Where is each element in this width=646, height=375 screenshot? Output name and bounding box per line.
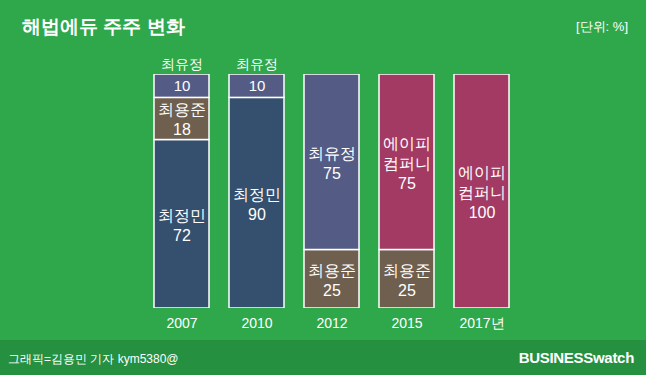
svg-text:2012: 2012 (316, 315, 347, 331)
svg-text:최유정75: 최유정75 (308, 145, 356, 182)
html-text:[단위: %]: [단위: %] (576, 19, 628, 34)
html-text:그래픽=김용민 기자 kym5380@: 그래픽=김용민 기자 kym5380@ (8, 352, 179, 366)
svg-text:최유정: 최유정 (161, 56, 203, 72)
svg-text:최정민72: 최정민72 (158, 207, 206, 244)
svg-text:최용준25: 최용준25 (308, 262, 356, 299)
svg-text:에이피컴퍼니100: 에이피컴퍼니100 (458, 164, 506, 221)
svg-text:10: 10 (249, 77, 266, 94)
svg-text:10: 10 (174, 77, 191, 94)
svg-text:2007: 2007 (166, 315, 197, 331)
html-text:BUSINESSwatch: BUSINESSwatch (518, 349, 634, 366)
svg-text:최정민90: 최정민90 (233, 186, 281, 223)
svg-text:에이피컴퍼니75: 에이피컴퍼니75 (383, 135, 431, 192)
html-text:해법에듀 주주 변화: 해법에듀 주주 변화 (22, 16, 185, 37)
svg-text:최유정: 최유정 (236, 56, 278, 72)
svg-text:최용준18: 최용준18 (158, 101, 206, 138)
svg-text:2017년: 2017년 (459, 315, 504, 331)
svg-text:2010: 2010 (241, 315, 272, 331)
svg-text:최용준25: 최용준25 (383, 262, 431, 299)
svg-text:2015: 2015 (391, 315, 422, 331)
